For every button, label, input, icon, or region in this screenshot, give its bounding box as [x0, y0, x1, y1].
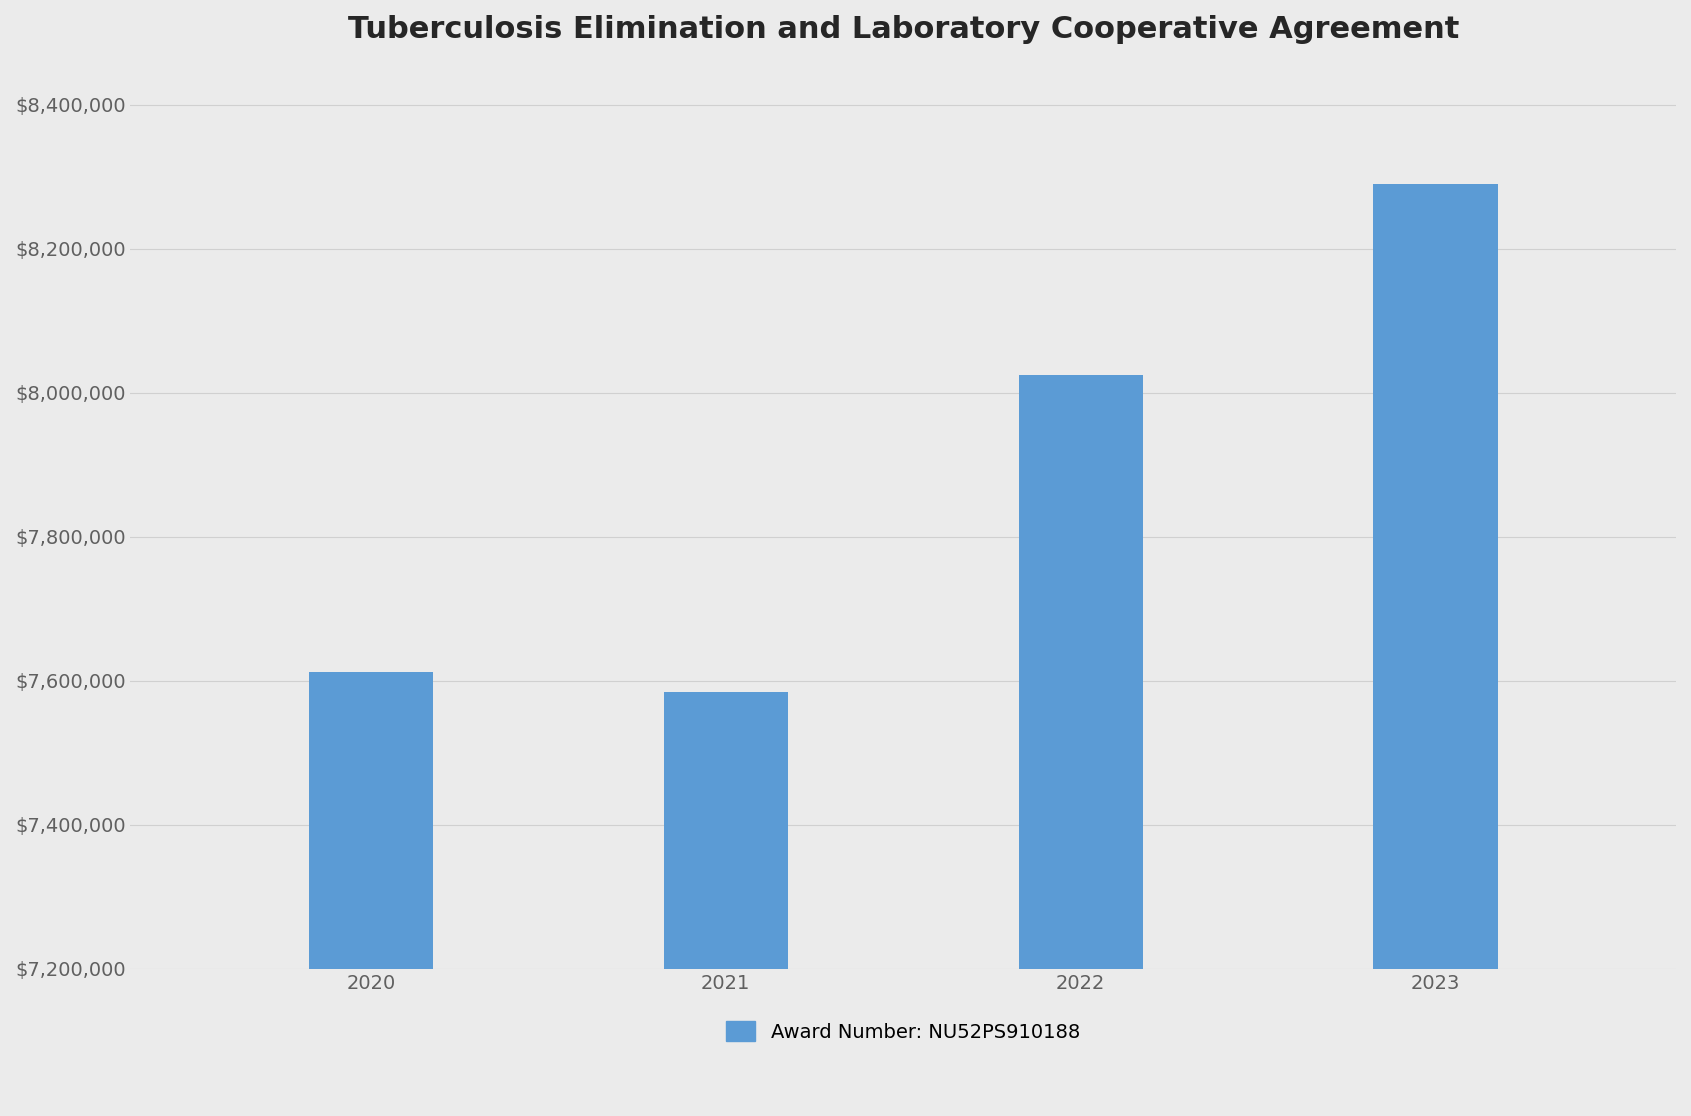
- Legend: Award Number: NU52PS910188: Award Number: NU52PS910188: [719, 1013, 1087, 1049]
- Bar: [1373, 184, 1498, 969]
- Bar: [1018, 375, 1143, 969]
- Title: Tuberculosis Elimination and Laboratory Cooperative Agreement: Tuberculosis Elimination and Laboratory …: [348, 15, 1459, 44]
- Bar: [309, 672, 433, 969]
- Bar: [663, 692, 788, 969]
